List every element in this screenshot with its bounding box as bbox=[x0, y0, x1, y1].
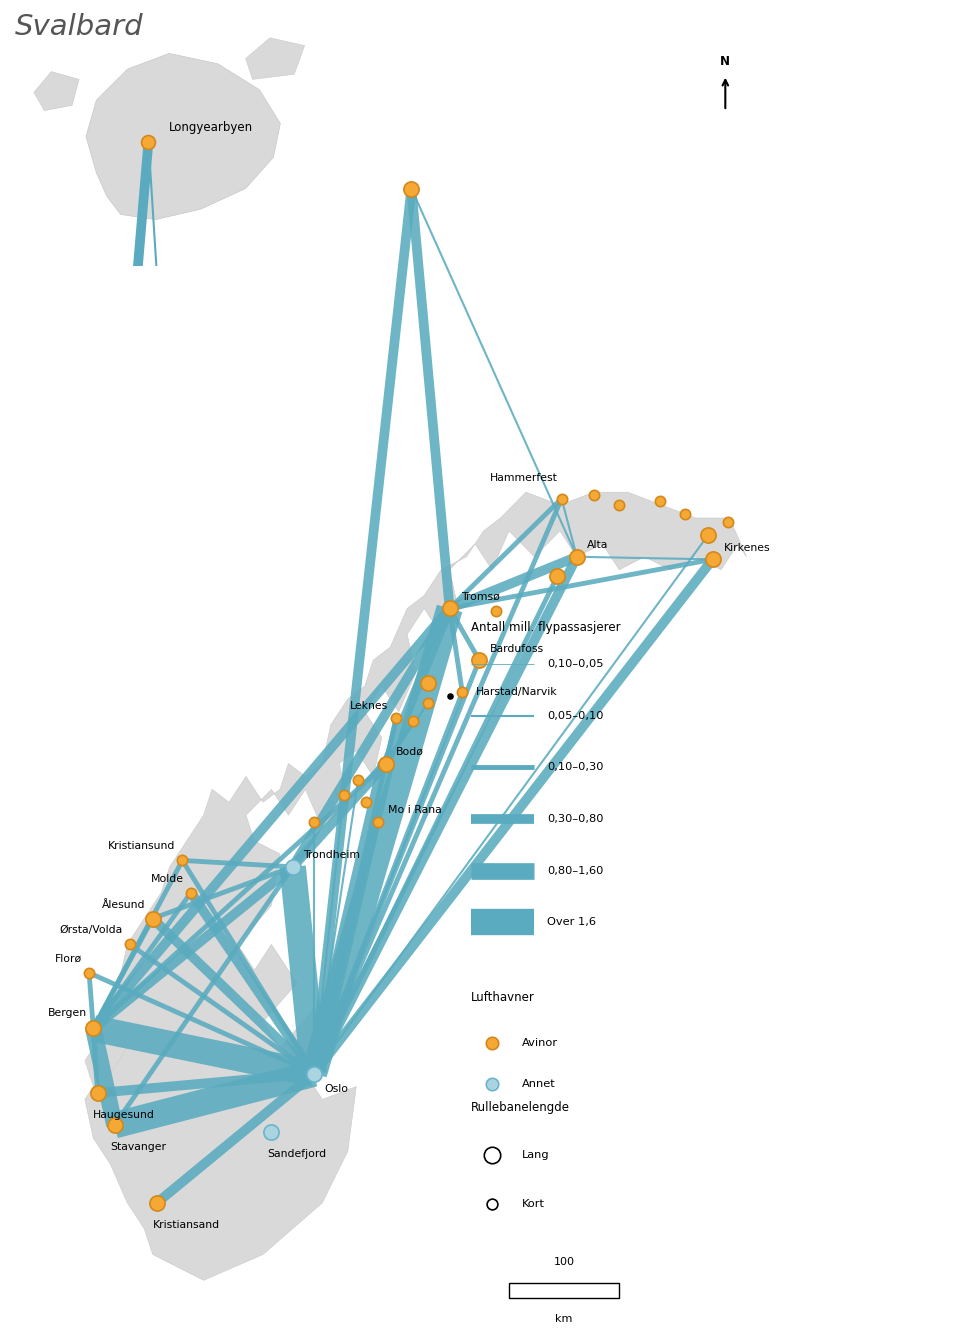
Text: Ålesund: Ålesund bbox=[102, 899, 146, 910]
Point bbox=[388, 707, 404, 729]
Point bbox=[489, 601, 504, 622]
Text: Stavanger: Stavanger bbox=[110, 1142, 166, 1152]
Point bbox=[569, 546, 584, 567]
Point bbox=[484, 1074, 499, 1095]
Point bbox=[107, 1115, 122, 1136]
Point bbox=[420, 673, 436, 694]
Polygon shape bbox=[34, 72, 79, 111]
Text: 0,05–0,10: 0,05–0,10 bbox=[548, 711, 603, 721]
Point bbox=[335, 783, 351, 805]
Text: Rullebanelengde: Rullebanelengde bbox=[470, 1100, 570, 1114]
Text: Haugesund: Haugesund bbox=[94, 1110, 155, 1120]
Point bbox=[705, 549, 720, 570]
Text: km: km bbox=[555, 1313, 573, 1324]
Text: Sandefjord: Sandefjord bbox=[267, 1148, 327, 1159]
Text: Oslo: Oslo bbox=[324, 1084, 348, 1094]
Point bbox=[141, 131, 156, 152]
Text: 100: 100 bbox=[553, 1257, 575, 1268]
Point bbox=[586, 484, 602, 505]
Point bbox=[86, 1018, 101, 1039]
Text: Over 1,6: Over 1,6 bbox=[548, 918, 596, 927]
FancyBboxPatch shape bbox=[509, 1283, 619, 1299]
Point bbox=[471, 650, 487, 671]
Text: Trondheim: Trondheim bbox=[303, 850, 360, 860]
Text: 0,10–0,05: 0,10–0,05 bbox=[548, 659, 603, 669]
Text: Leknes: Leknes bbox=[349, 701, 388, 710]
Point bbox=[285, 856, 301, 878]
Text: Ørsta/Volda: Ørsta/Volda bbox=[60, 926, 123, 935]
Point bbox=[455, 682, 470, 703]
Point bbox=[90, 1083, 105, 1104]
Point bbox=[442, 598, 457, 619]
Point bbox=[307, 1063, 322, 1084]
Text: Bodø: Bodø bbox=[396, 747, 424, 757]
Polygon shape bbox=[85, 1022, 127, 1087]
Point bbox=[378, 753, 393, 774]
Point bbox=[549, 566, 565, 587]
Point bbox=[484, 1032, 499, 1054]
Point bbox=[701, 525, 716, 546]
Point bbox=[264, 1122, 280, 1143]
Polygon shape bbox=[85, 492, 746, 1280]
Text: 0,80–1,60: 0,80–1,60 bbox=[548, 866, 603, 875]
Text: Svalbard: Svalbard bbox=[14, 13, 143, 41]
Text: Molde: Molde bbox=[151, 874, 184, 883]
Point bbox=[370, 811, 386, 832]
Point bbox=[653, 490, 668, 511]
Point bbox=[307, 811, 322, 832]
Text: Florø: Florø bbox=[55, 954, 82, 964]
Point bbox=[174, 850, 190, 871]
Point bbox=[183, 882, 199, 903]
Point bbox=[406, 710, 421, 731]
Polygon shape bbox=[86, 53, 281, 220]
Text: Lang: Lang bbox=[522, 1150, 549, 1160]
Point bbox=[678, 503, 693, 525]
Text: Longyearbyen: Longyearbyen bbox=[170, 121, 254, 135]
Text: Harstad/Narvik: Harstad/Narvik bbox=[476, 687, 557, 698]
Text: Lufthavner: Lufthavner bbox=[470, 991, 535, 1004]
Text: Mo i Rana: Mo i Rana bbox=[388, 805, 442, 815]
Point bbox=[484, 1193, 499, 1215]
Point bbox=[484, 1144, 499, 1166]
Point bbox=[611, 494, 627, 515]
Text: Annet: Annet bbox=[522, 1079, 555, 1090]
Point bbox=[404, 178, 419, 200]
Polygon shape bbox=[246, 37, 305, 80]
Text: Alta: Alta bbox=[587, 541, 608, 550]
Point bbox=[420, 693, 436, 714]
Point bbox=[554, 488, 570, 509]
Text: 0,10–0,30: 0,10–0,30 bbox=[548, 762, 603, 773]
Text: Hammerfest: Hammerfest bbox=[490, 473, 557, 484]
Point bbox=[145, 908, 160, 930]
Text: Kristiansand: Kristiansand bbox=[152, 1220, 220, 1229]
Text: Kort: Kort bbox=[522, 1199, 545, 1209]
Point bbox=[149, 1192, 165, 1213]
Text: 0,30–0,80: 0,30–0,80 bbox=[548, 814, 603, 825]
Text: Antall mill. flypassasjerer: Antall mill. flypassasjerer bbox=[470, 621, 621, 634]
Point bbox=[442, 686, 457, 707]
Text: Kirkenes: Kirkenes bbox=[724, 543, 770, 553]
Text: Bardufoss: Bardufoss bbox=[490, 643, 544, 654]
Text: Tromsø: Tromsø bbox=[461, 591, 499, 602]
Text: Avinor: Avinor bbox=[522, 1038, 558, 1047]
Point bbox=[720, 511, 736, 533]
Point bbox=[122, 934, 138, 955]
Point bbox=[359, 791, 374, 813]
Text: Kristiansund: Kristiansund bbox=[108, 842, 175, 851]
Point bbox=[350, 770, 365, 791]
Text: N: N bbox=[720, 56, 731, 68]
Point bbox=[81, 962, 96, 983]
Text: Bergen: Bergen bbox=[47, 1008, 87, 1018]
